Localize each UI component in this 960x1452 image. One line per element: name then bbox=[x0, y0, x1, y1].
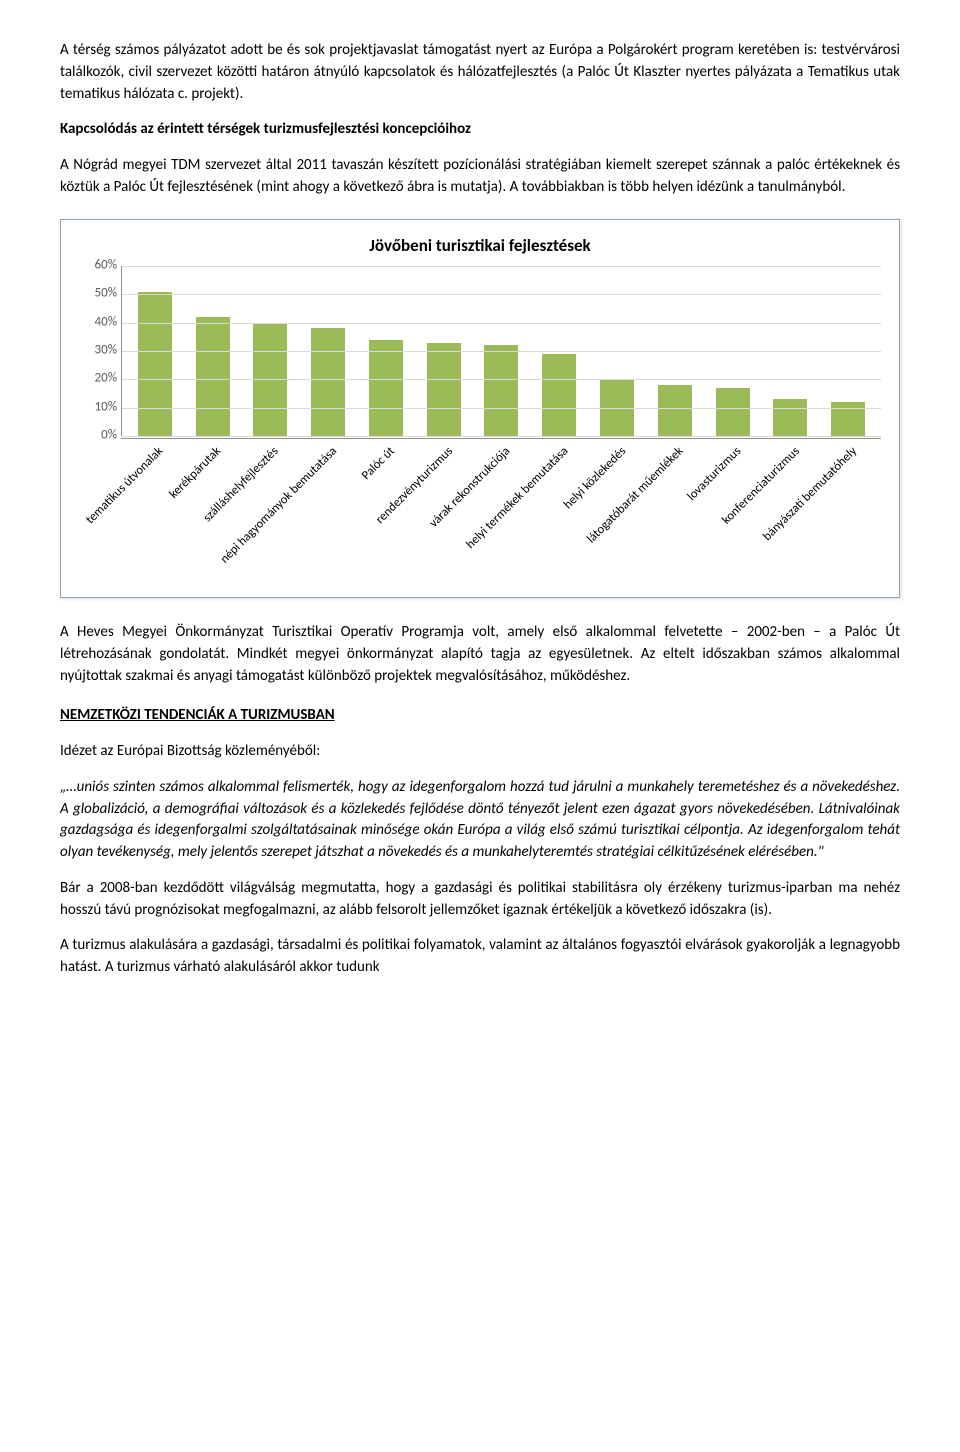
grid-line bbox=[122, 266, 881, 267]
x-label-box: helyi termékek bemutatása bbox=[542, 439, 576, 589]
chart-bars-area bbox=[121, 266, 881, 436]
bar bbox=[369, 340, 403, 436]
grid-line bbox=[122, 294, 881, 295]
chart-plot-area: 0%10%20%30%40%50%60% bbox=[79, 266, 881, 436]
paragraph-turizmus: A turizmus alakulására a gazdasági, társ… bbox=[60, 935, 900, 979]
bar bbox=[427, 343, 461, 437]
x-tick-label: kerékpárutak bbox=[166, 443, 226, 503]
paragraph-idezet-intro: Idézet az Európai Bizottság közleményébő… bbox=[60, 741, 900, 763]
y-tick-label: 20% bbox=[95, 370, 117, 389]
y-tick-label: 50% bbox=[95, 285, 117, 304]
bar bbox=[716, 388, 750, 436]
bar bbox=[138, 292, 172, 437]
chart-title: Jövőbeni turisztikai fejlesztések bbox=[79, 234, 881, 259]
grid-line bbox=[122, 351, 881, 352]
bar bbox=[311, 328, 345, 436]
bar bbox=[658, 385, 692, 436]
paragraph-valsag: Bár a 2008-ban kezdődött világválság meg… bbox=[60, 878, 900, 922]
x-label-box: látogatóbarát műemlékek bbox=[658, 439, 692, 589]
paragraph-heves: A Heves Megyei Önkormányzat Turisztikai … bbox=[60, 622, 900, 687]
grid-line bbox=[122, 408, 881, 409]
chart-y-axis: 0%10%20%30%40%50%60% bbox=[79, 266, 121, 436]
x-tick-label: Palóc út bbox=[358, 443, 399, 484]
bar bbox=[773, 399, 807, 436]
bar bbox=[196, 317, 230, 436]
paragraph-tdm: A Nógrád megyei TDM szervezet által 2011… bbox=[60, 155, 900, 199]
y-tick-label: 40% bbox=[95, 313, 117, 332]
bar bbox=[542, 354, 576, 436]
chart-container: Jövőbeni turisztikai fejlesztések 0% 10% 2… bbox=[60, 219, 900, 599]
y-tick-label: 10% bbox=[95, 398, 117, 417]
grid-line bbox=[122, 436, 881, 437]
y-tick-label: 0% bbox=[101, 427, 117, 446]
x-label-box: népi hagyományok bemutatása bbox=[310, 439, 344, 589]
y-tick-label: 30% bbox=[95, 342, 117, 361]
bar bbox=[484, 345, 518, 436]
grid-line bbox=[122, 379, 881, 380]
paragraph-intro: A térség számos pályázatot adott be és s… bbox=[60, 40, 900, 105]
chart-x-axis: tematikus útvonalakkerékpárutakszálláshe… bbox=[121, 438, 881, 589]
grid-line bbox=[122, 323, 881, 324]
heading-nemzetkozi: NEMZETKÖZI TENDENCIÁK A TURIZMUSBAN bbox=[60, 705, 900, 727]
x-label-box: bányászati bemutatóhely bbox=[831, 439, 865, 589]
heading-kapcsolodas: Kapcsolódás az érintett térségek turizmu… bbox=[60, 119, 900, 141]
x-label-box: tematikus útvonalak bbox=[137, 439, 171, 589]
x-tick-label: tematikus útvonalak bbox=[82, 443, 168, 529]
paragraph-quote: „…uniós szinten számos alkalommal felism… bbox=[60, 777, 900, 864]
y-tick-label: 60% bbox=[95, 257, 117, 276]
